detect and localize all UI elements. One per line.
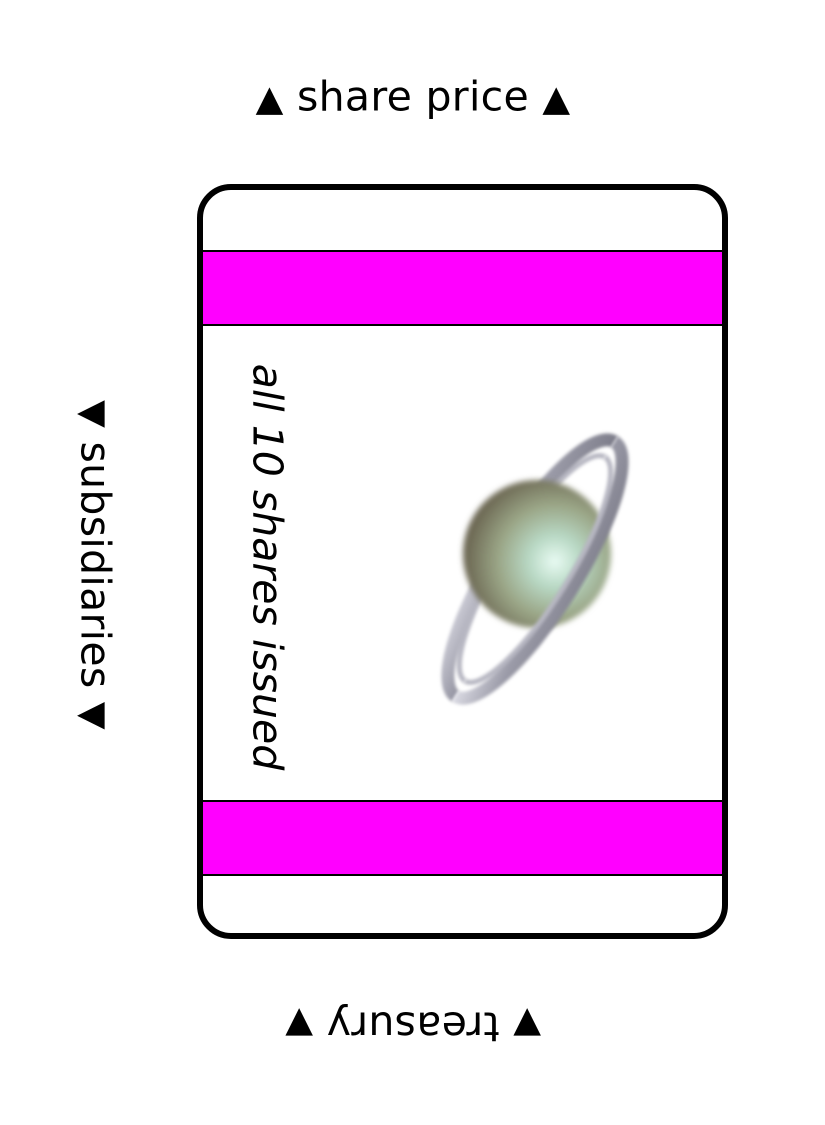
subsidiaries-label: ▼ subsidiaries ▼: [72, 400, 120, 730]
down-triangle-icon: ▼: [285, 1003, 314, 1045]
down-triangle-icon: ▼: [72, 701, 114, 730]
down-triangle-icon: ▼: [512, 1003, 541, 1045]
up-triangle-icon: ▲: [542, 78, 571, 120]
up-triangle-icon: ▲: [255, 78, 284, 120]
subsidiaries-text: subsidiaries: [71, 441, 120, 689]
top-color-stripe: [203, 250, 722, 326]
bottom-color-stripe: [203, 800, 722, 876]
treasury-label: ▼ treasury ▼: [285, 1003, 541, 1051]
share-card[interactable]: all 10 shares issued: [197, 184, 728, 939]
ringed-planet-icon: [441, 433, 629, 705]
down-triangle-icon: ▼: [72, 400, 114, 429]
share-price-label: ▲ share price ▲: [255, 76, 571, 120]
share-price-text: share price: [296, 72, 530, 121]
shares-issued-text: all 10 shares issued: [243, 363, 292, 771]
treasury-text: treasury: [326, 1002, 500, 1051]
